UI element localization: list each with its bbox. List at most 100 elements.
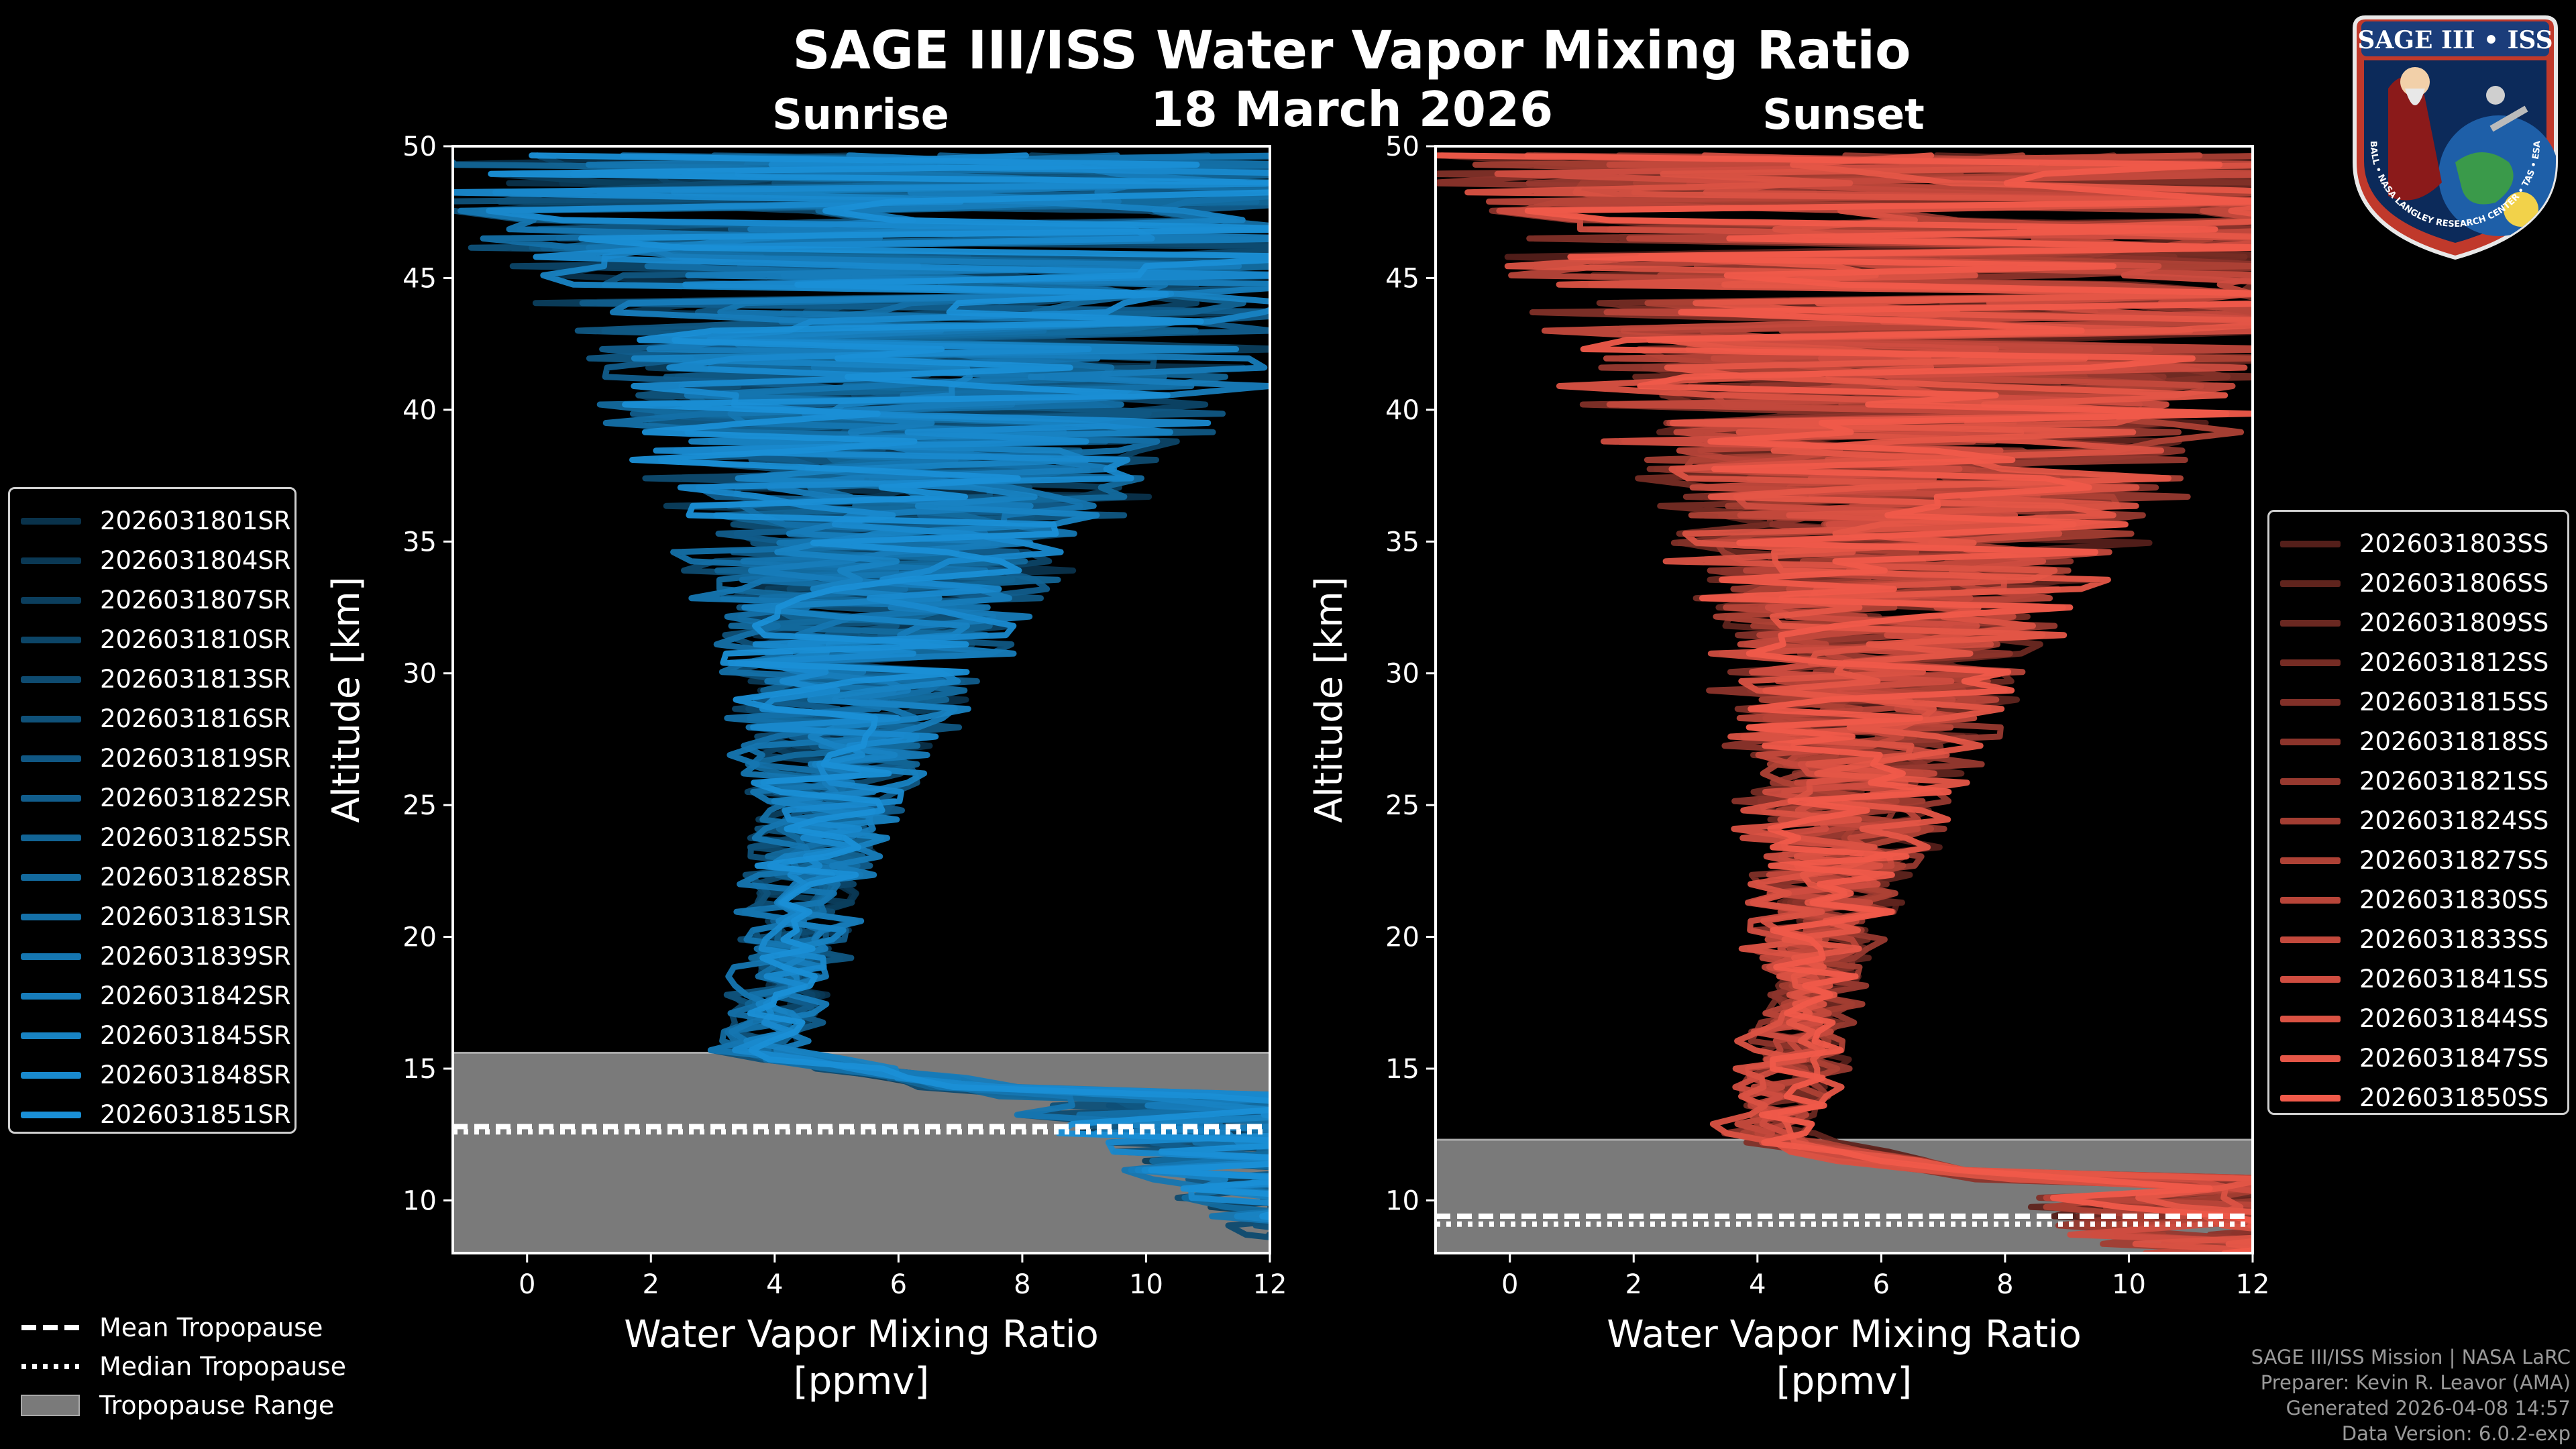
legend-swatch <box>21 636 81 643</box>
y-tick-label: 20 <box>402 922 437 953</box>
dotted-line-swatch <box>21 1364 79 1369</box>
legend-label: 2026031813SR <box>100 665 291 694</box>
y-tick-label: 45 <box>402 263 437 294</box>
x-tick-label: 0 <box>519 1269 535 1300</box>
legend-item: 2026031833SS <box>2269 920 2548 959</box>
legend-label: 2026031804SR <box>100 546 291 575</box>
legend-swatch <box>21 557 81 564</box>
median-tropopause-legend-item: Median Tropopause <box>20 1347 346 1386</box>
y-tick-label: 10 <box>1385 1185 1419 1216</box>
figure-date: 18 March 2026 <box>1150 81 1553 138</box>
y-axis-label: Altitude [km] <box>325 576 368 822</box>
legend-swatch <box>2280 580 2341 587</box>
legend-item: 2026031841SS <box>2269 959 2548 999</box>
legend-label: 2026031844SS <box>2359 1004 2549 1033</box>
legend-label: 2026031850SS <box>2359 1083 2549 1112</box>
legend-label: 2026031827SS <box>2359 846 2549 875</box>
tropopause-range-label: Tropopause Range <box>99 1391 335 1420</box>
legend-swatch <box>2280 1055 2341 1062</box>
legend-swatch <box>2280 777 2341 785</box>
y-axis-label: Altitude [km] <box>1307 576 1351 822</box>
range-patch-swatch <box>21 1395 80 1416</box>
legend-swatch <box>2280 896 2341 904</box>
legend-label: 2026031812SS <box>2359 648 2549 677</box>
legend-item: 2026031803SS <box>2269 524 2548 564</box>
legend-label: 2026031801SR <box>100 506 291 535</box>
x-tick-label: 4 <box>766 1269 783 1300</box>
legend-item: 2026031818SS <box>2269 722 2548 761</box>
legend-label: 2026031842SR <box>100 981 291 1010</box>
y-tick-label: 15 <box>1385 1054 1419 1085</box>
sunset-legend: 2026031803SS 2026031806SS 2026031809SS 2026… <box>2267 510 2569 1115</box>
y-tick-label: 25 <box>402 790 437 821</box>
legend-label: 2026031816SR <box>100 704 291 733</box>
legend-item: 2026031847SS <box>2269 1038 2548 1078</box>
legend-swatch <box>2280 975 2341 983</box>
x-tick-label: 6 <box>1873 1269 1890 1300</box>
legend-item: 2026031807SR <box>10 580 291 620</box>
x-tick-label: 12 <box>1253 1269 1287 1300</box>
legend-item: 2026031812SS <box>2269 643 2548 682</box>
legend-item: 2026031825SR <box>10 818 291 857</box>
legend-label: 2026031810SR <box>100 625 291 654</box>
legend-swatch <box>21 873 81 881</box>
logo-text: SAGE III • ISS <box>2357 26 2553 54</box>
legend-item: 2026031831SR <box>10 897 291 936</box>
plot-frame <box>1434 145 2254 1254</box>
sunrise-panel: 0 2 4 6 8 10 12 10 15 20 25 30 35 40 45 50 Water Vapor M… <box>325 131 1287 1403</box>
legend-swatch <box>2280 817 2341 824</box>
profile-line <box>488 152 1270 1221</box>
legend-label: 2026031833SS <box>2359 925 2549 954</box>
y-tick-label: 10 <box>402 1185 437 1216</box>
y-tick-label: 30 <box>402 659 437 690</box>
y-tick-label: 15 <box>402 1054 437 1085</box>
x-tick-label: 0 <box>1501 1269 1518 1300</box>
legend-item: 2026031851SR <box>10 1095 291 1134</box>
legend-swatch <box>21 596 81 604</box>
legend-item: 2026031813SR <box>10 659 291 699</box>
legend-swatch <box>2280 698 2341 706</box>
legend-label: 2026031818SS <box>2359 727 2549 756</box>
legend-label: 2026031824SS <box>2359 806 2549 835</box>
legend-swatch <box>21 992 81 1000</box>
plot-frame <box>451 145 1271 1254</box>
mean-tropopause-legend-item: Mean Tropopause <box>20 1308 323 1347</box>
legend-swatch <box>2280 619 2341 627</box>
legend-swatch <box>21 913 81 920</box>
legend-item: 2026031845SR <box>10 1016 291 1055</box>
legend-item: 2026031816SR <box>10 699 291 739</box>
legend-label: 2026031825SR <box>100 823 291 852</box>
legend-swatch <box>21 1111 81 1118</box>
legend-label: 2026031847SS <box>2359 1044 2549 1073</box>
figure-title: SAGE III/ISS Water Vapor Mixing Ratio <box>792 21 1911 81</box>
profile-line <box>1436 152 2253 1253</box>
legend-swatch <box>21 715 81 722</box>
legend-swatch <box>21 1032 81 1039</box>
legend-item: 2026031819SR <box>10 739 291 778</box>
y-tick-label: 35 <box>1385 527 1419 557</box>
legend-swatch <box>21 517 81 525</box>
y-tick-label: 50 <box>1385 131 1419 162</box>
y-tick-label: 40 <box>402 395 437 426</box>
plot-area <box>453 152 1270 1253</box>
legend-item: 2026031828SR <box>10 857 291 897</box>
legend-item: 2026031804SR <box>10 541 291 580</box>
legend-item: 2026031824SS <box>2269 801 2548 841</box>
legend-label: 2026031839SR <box>100 942 291 971</box>
legend-label: 2026031809SS <box>2359 608 2549 637</box>
legend-item: 2026031810SR <box>10 620 291 659</box>
legend-swatch <box>2280 936 2341 943</box>
legend-item: 2026031822SR <box>10 778 291 818</box>
y-tick-label: 40 <box>1385 395 1419 426</box>
legend-swatch <box>21 953 81 960</box>
sunrise-panel-title: Sunrise <box>772 90 949 139</box>
credits-mission: SAGE III/ISS Mission | NASA LaRC <box>2251 1346 2571 1368</box>
legend-label: 2026031819SR <box>100 744 291 773</box>
legend-label: 2026031830SS <box>2359 885 2549 914</box>
legend-item: 2026031842SR <box>10 976 291 1016</box>
x-tick-label: 8 <box>1014 1269 1030 1300</box>
x-axis-unit-label: [ppmv] <box>794 1360 929 1403</box>
legend-label: 2026031821SS <box>2359 767 2549 796</box>
legend-item: 2026031850SS <box>2269 1078 2548 1118</box>
